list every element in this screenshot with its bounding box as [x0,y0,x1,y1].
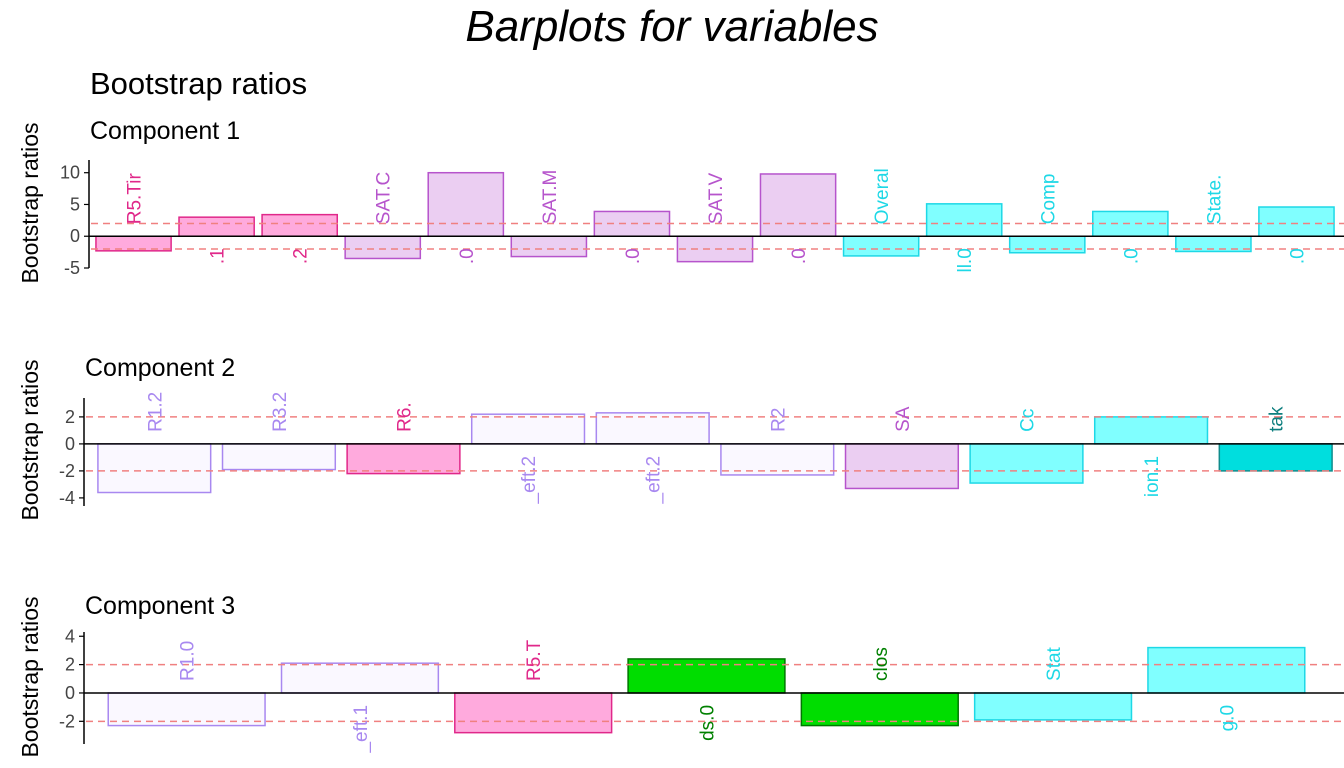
bar-label: SA [893,406,914,432]
y-tick-label: -5 [64,258,80,278]
panel-title: Component 1 [90,117,240,145]
bar-label: tak [1267,406,1288,432]
bar [280,662,440,694]
bar-label: SAT.V [706,173,727,225]
panel-1: Component 1 Bootstrap ratios -5 0 5 10 R5.Tir.… [17,117,1344,284]
panel-title: Component 2 [85,354,235,382]
bar [261,213,339,237]
bar [427,171,505,237]
main-title: Barplots for variables [465,2,879,51]
bar-label: _eft.2 [519,456,540,505]
bar-label: Overal [872,168,893,224]
bar [1008,235,1086,254]
bar [720,443,835,476]
y-axis-label: Bootstrap ratios [17,359,43,520]
bar [1147,646,1306,694]
panel-title: Component 3 [85,592,235,620]
bar [595,412,710,445]
subtitle: Bootstrap ratios [90,66,308,101]
y-tick-label: 2 [65,407,75,427]
panel-2: Component 2 Bootstrap ratios -4 -2 0 2 R1.2 R3.… [17,354,1344,521]
bar [510,235,588,258]
bar-label: Comp [1038,174,1059,225]
bar-label: .0 [623,248,644,264]
bar-label: R5.Tir [125,173,146,225]
bar [759,173,837,237]
bar-label: .0 [1287,248,1308,264]
bar [1093,416,1209,445]
bar [107,692,266,727]
bar [1258,206,1335,237]
y-tick-label: 0 [65,683,75,703]
bar-label: Stat [1044,646,1065,681]
bar-label: g.0 [1217,705,1238,731]
bar [969,443,1084,484]
y-tick-label: 5 [70,194,80,214]
bar-label: clos [871,647,892,681]
bar-label: _eft.1 [351,705,372,754]
bar [221,443,337,471]
bar-label: .0 [1121,248,1142,264]
y-tick-label: 0 [65,434,75,454]
bar [344,235,422,260]
bar [925,203,1003,237]
bar [800,692,959,727]
bar-label: Cc [1018,409,1039,432]
y-axis-label: Bootstrap ratios [17,596,43,757]
y-tick-label: -4 [59,488,75,508]
y-tick-label: -2 [59,461,75,481]
bar-label: _eft.2 [644,456,665,505]
bar-label: R6. [395,402,416,432]
y-tick-label: 10 [60,163,80,183]
bar-label: R2 [768,408,789,432]
bar-label: R3.2 [270,392,291,432]
bar-label: .2 [291,248,312,264]
bar [454,692,613,734]
bar [973,692,1133,721]
bar-label: SAT.C [374,172,395,224]
bar [178,216,255,237]
y-tick-label: 4 [65,626,75,646]
y-tick-label: -2 [59,711,75,731]
bar [346,443,461,475]
bar-label: R5.T [524,639,545,681]
bar-label: State. [1204,175,1225,225]
bar-label: .1 [208,248,229,264]
bar [470,413,586,445]
bar-label: .0 [789,248,810,264]
y-tick-label: 0 [70,226,80,246]
bar-label: ll.0 [955,248,976,272]
y-tick-label: 2 [65,655,75,675]
panel-3: Component 3 Bootstrap ratios -2 0 2 4 R1.0 _eft… [17,592,1344,758]
bar [97,443,212,494]
bar [844,443,960,490]
bar-label: ion.1 [1142,456,1163,497]
bar-label: R1.2 [145,392,166,432]
bar-label: ds.0 [698,705,719,741]
y-axis-label: Bootstrap ratios [17,122,43,283]
bar-label: .0 [457,248,478,264]
bar-label: R1.0 [178,641,199,681]
bar-label: SAT.M [540,170,561,225]
bar [1218,443,1333,472]
bar [842,235,920,257]
